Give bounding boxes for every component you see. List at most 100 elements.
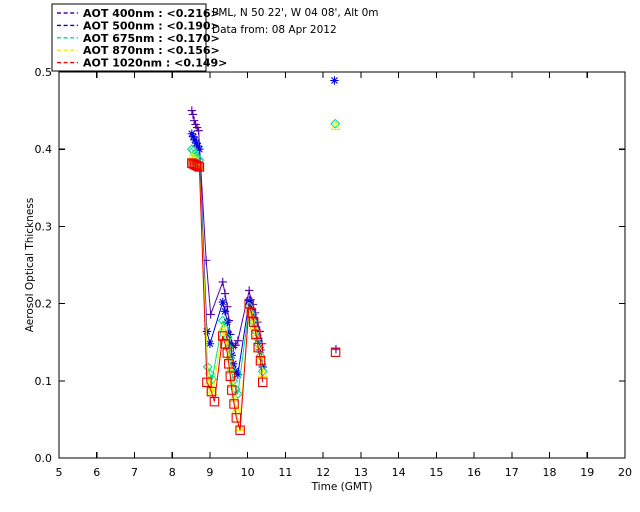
legend-label-0: AOT 400nm : <0.216>: [83, 7, 220, 20]
marker-square: [224, 359, 234, 369]
y-tick-label-0.1: 0.1: [35, 375, 53, 388]
marker-square: [255, 355, 266, 366]
marker-asterisk: [256, 345, 265, 355]
marker-asterisk: [218, 297, 227, 307]
x-tick-label-20: 20: [618, 466, 632, 479]
x-tick-label-6: 6: [93, 466, 100, 479]
marker-asterisk: [233, 370, 243, 379]
marker-diamond: [330, 118, 341, 129]
marker-square: [220, 338, 230, 349]
y-tick-label-0.0: 0.0: [35, 452, 53, 465]
marker-triangle: [330, 120, 341, 131]
marker-plus: [206, 310, 215, 319]
marker-asterisk: [220, 307, 230, 316]
legend-label-3: AOT 870nm : <0.156>: [83, 44, 220, 57]
series-400nm: [187, 106, 341, 354]
marker-plus: [194, 126, 203, 135]
marker-asterisk: [193, 141, 203, 151]
marker-square: [206, 386, 217, 397]
marker-plus: [220, 289, 230, 298]
marker-asterisk: [205, 339, 215, 348]
plot-axes: 5 6 7 8 9 10 11 12 13 14 15 16 17 18 19 20 0.0 0.1 0.2 0.3 0…: [35, 66, 633, 479]
marker-square: [209, 396, 220, 407]
marker-asterisk: [190, 135, 200, 145]
marker-asterisk: [195, 145, 204, 154]
marker-plus: [331, 344, 341, 354]
marker-square: [231, 413, 242, 423]
marker-asterisk: [189, 132, 198, 142]
data-series-group: [186, 76, 341, 435]
marker-square: [235, 425, 245, 435]
marker-square: [244, 298, 254, 309]
marker-plus: [187, 106, 197, 115]
marker-asterisk: [244, 296, 254, 305]
marker-square: [193, 161, 203, 171]
x-tick-label-18: 18: [543, 466, 557, 479]
y-tick-label-0.5: 0.5: [35, 66, 53, 79]
marker-square: [229, 399, 239, 409]
x-tick-label-7: 7: [131, 466, 138, 479]
marker-square: [191, 160, 202, 171]
marker-square: [194, 162, 205, 172]
marker-square: [246, 308, 257, 318]
marker-triangle: [257, 367, 268, 378]
x-tick-label-8: 8: [169, 466, 176, 479]
marker-triangle: [234, 421, 245, 432]
marker-square: [218, 331, 228, 341]
x-tick-label-16: 16: [467, 466, 481, 479]
marker-square: [222, 348, 233, 358]
series-500nm: [187, 76, 339, 379]
marker-diamond: [232, 388, 243, 399]
marker-square: [225, 371, 236, 381]
site-location-text: PML, N 50 22', W 04 08', Alt 0m: [212, 7, 379, 19]
x-tick-label-12: 12: [316, 466, 330, 479]
marker-diamond: [257, 366, 268, 377]
plot-frame: [58, 71, 626, 459]
marker-square: [258, 377, 268, 388]
marker-square: [251, 329, 261, 340]
marker-asterisk: [231, 366, 240, 375]
marker-plus: [244, 286, 254, 295]
marker-square: [248, 317, 259, 327]
x-tick-label-5: 5: [56, 466, 63, 479]
x-tick-label-9: 9: [206, 466, 213, 479]
marker-plus: [189, 116, 199, 125]
marker-triangle: [250, 330, 262, 341]
marker-asterisk: [187, 129, 197, 138]
x-tick-label-14: 14: [392, 466, 406, 479]
x-axis-title: Time (GMT): [311, 481, 373, 493]
x-tick-label-15: 15: [429, 466, 443, 479]
marker-asterisk: [223, 317, 232, 327]
y-tick-label-0.4: 0.4: [35, 143, 53, 156]
y-tick-label-0.3: 0.3: [35, 220, 53, 233]
marker-plus: [218, 277, 227, 287]
marker-square: [330, 347, 341, 357]
legend-border: [51, 3, 207, 72]
legend: AOT 400nm : <0.216>AOT 500nm : <0.190>AO…: [51, 3, 227, 72]
marker-square: [253, 342, 263, 353]
x-tick-label-17: 17: [505, 466, 519, 479]
legend-label-1: AOT 500nm : <0.190>: [83, 19, 220, 32]
marker-plus: [233, 336, 243, 345]
series-1020nm: [187, 158, 341, 435]
y-tick-label-0.2: 0.2: [35, 298, 53, 311]
marker-asterisk: [192, 138, 201, 148]
marker-square: [202, 377, 212, 388]
legend-label-2: AOT 675nm : <0.170>: [83, 32, 220, 45]
marker-plus: [188, 110, 198, 119]
header-annotation-block: PML, N 50 22', W 04 08', Alt 0m Data fro…: [212, 7, 379, 36]
marker-square: [227, 385, 237, 395]
legend-label-4: AOT 1020nm : <0.149>: [83, 57, 227, 70]
x-tick-label-11: 11: [278, 466, 292, 479]
marker-triangle: [248, 319, 259, 330]
x-tick-label-19: 19: [580, 466, 594, 479]
marker-asterisk: [202, 327, 212, 336]
data-date-text: Data from: 08 Apr 2012: [212, 24, 337, 36]
series-870nm: [186, 120, 341, 432]
y-axis-title: Aerosol Optical Thickness: [24, 198, 36, 332]
x-tick-label-10: 10: [241, 466, 255, 479]
marker-asterisk: [330, 76, 339, 85]
x-tick-label-13: 13: [354, 466, 368, 479]
